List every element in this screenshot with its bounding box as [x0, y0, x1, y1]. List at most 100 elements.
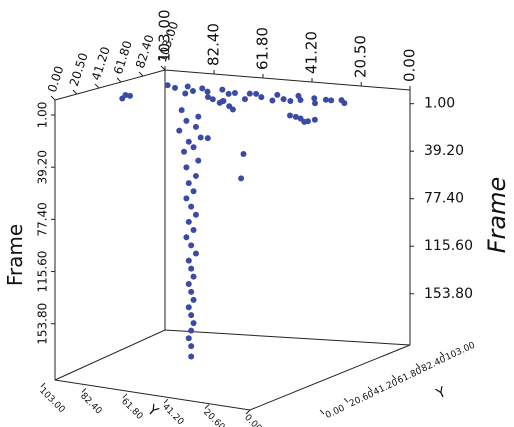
z-axis-label-right: Frame — [483, 177, 511, 254]
point — [127, 92, 133, 99]
tick-mark — [81, 388, 87, 393]
point — [280, 96, 287, 103]
point — [185, 335, 192, 342]
point — [209, 96, 216, 103]
tick-label: 0.00 — [45, 64, 67, 94]
tick-label: 115.60 — [424, 238, 473, 254]
tick-mark — [116, 77, 122, 83]
point — [312, 100, 318, 107]
tick-label: 39.20 — [424, 143, 464, 159]
tick-label: 103.00 — [156, 10, 174, 63]
point — [190, 320, 197, 327]
point — [185, 280, 192, 287]
point — [197, 134, 204, 141]
tick-label: 41.20 — [160, 402, 185, 427]
box — [54, 69, 411, 411]
point — [190, 144, 197, 151]
tick-mark — [439, 351, 445, 357]
point — [292, 113, 299, 120]
tick-label: 20.60 — [348, 389, 376, 409]
tick-label: 61.80 — [254, 27, 272, 70]
point — [297, 96, 304, 103]
point — [258, 94, 265, 101]
point — [188, 242, 195, 249]
tick-mark — [40, 382, 46, 388]
tick-mark — [94, 83, 100, 89]
point — [204, 88, 211, 95]
point — [183, 164, 190, 171]
tick-mark — [204, 404, 210, 409]
tick-label: 41.20 — [303, 31, 321, 74]
point — [188, 312, 195, 319]
tick-mark — [415, 363, 421, 368]
point — [204, 135, 211, 142]
point — [341, 100, 348, 107]
point — [195, 157, 202, 164]
point — [322, 96, 329, 103]
point — [185, 218, 192, 225]
y-axis-label-bottom-left: Y — [143, 401, 161, 420]
point — [287, 112, 293, 119]
point — [192, 250, 199, 257]
y-axis-label-bottom-right: Y — [433, 384, 449, 403]
tick-mark — [160, 65, 166, 71]
point — [182, 90, 189, 97]
point — [220, 97, 227, 104]
tick-label: 61.80 — [119, 397, 144, 422]
tick-mark — [343, 398, 349, 403]
bottom-back-edges — [54, 329, 411, 381]
point — [311, 95, 318, 102]
point — [192, 172, 199, 179]
tick-label: 103.00 — [37, 386, 67, 416]
point — [185, 138, 192, 145]
point — [178, 107, 185, 114]
tick-label: 41.20 — [89, 45, 113, 82]
tick-label: 20.50 — [352, 35, 370, 78]
tick-label: 0.00 — [324, 403, 347, 421]
point — [192, 123, 199, 130]
point — [253, 90, 260, 97]
tick-label: 77.40 — [424, 191, 464, 207]
tick-mark — [391, 374, 397, 380]
point — [176, 127, 183, 134]
tick-label: 153.80 — [424, 286, 473, 302]
tick-label: 1.00 — [36, 102, 50, 129]
tick-label: 20.50 — [67, 51, 91, 88]
point — [238, 175, 245, 182]
tick-label: 1.00 — [424, 96, 455, 112]
tick-mark — [72, 89, 78, 95]
point — [269, 97, 276, 104]
point — [184, 83, 191, 90]
tick-label: 20.60 — [201, 407, 226, 427]
point — [190, 188, 197, 195]
point — [219, 86, 226, 93]
point — [229, 106, 236, 113]
tick-mark — [138, 71, 144, 77]
tick-label: 61.80 — [396, 366, 424, 386]
tick-mark — [122, 393, 128, 399]
tick-label: 153.80 — [36, 303, 50, 345]
tick-label: 0.00 — [401, 49, 419, 82]
point — [189, 87, 196, 94]
point — [119, 95, 126, 102]
point — [192, 211, 199, 218]
point — [172, 84, 178, 91]
point — [225, 90, 232, 97]
tick-label: 77.40 — [36, 202, 50, 236]
point — [181, 148, 188, 155]
point — [185, 180, 192, 187]
point — [274, 91, 281, 98]
point — [199, 85, 206, 92]
tick-label: 39.20 — [36, 150, 50, 184]
point — [204, 94, 211, 101]
tick-label: 82.40 — [78, 391, 103, 416]
point — [190, 296, 197, 303]
point — [240, 150, 247, 157]
point — [188, 353, 195, 360]
point — [190, 227, 197, 234]
point — [183, 117, 190, 124]
tick-mark — [50, 95, 56, 101]
tick-label: 103.00 — [444, 340, 477, 362]
point — [287, 98, 294, 105]
point — [188, 327, 195, 334]
